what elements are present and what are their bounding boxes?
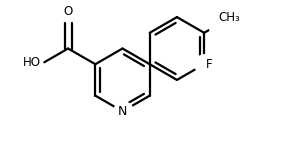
Text: N: N xyxy=(118,105,127,118)
Text: O: O xyxy=(63,5,73,18)
Text: F: F xyxy=(206,58,213,71)
Text: CH₃: CH₃ xyxy=(219,11,241,24)
Text: HO: HO xyxy=(23,56,41,69)
